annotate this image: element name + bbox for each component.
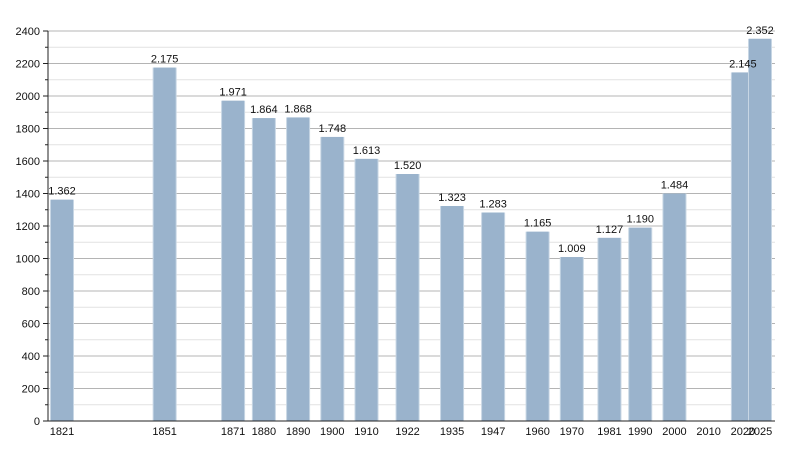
bar: [598, 237, 621, 421]
data-label: 1.748: [319, 123, 347, 135]
data-label: 1.323: [438, 192, 466, 204]
y-tick-label: 1000: [16, 254, 40, 266]
data-label: 1.190: [626, 214, 654, 226]
data-label: 2.352: [746, 25, 774, 37]
y-tick-label: 600: [22, 319, 40, 331]
bar: [51, 199, 73, 421]
y-tick-label: 800: [22, 286, 40, 298]
data-label: 1.362: [48, 186, 76, 198]
y-tick-label: 2000: [16, 91, 40, 103]
x-tick-label: 1922: [395, 426, 419, 438]
data-label: 2.145: [729, 58, 757, 70]
data-label: 1.283: [479, 199, 507, 211]
x-tick-label: 2025: [748, 426, 772, 438]
data-label: 1.484: [661, 180, 689, 192]
x-tick-label: 2000: [662, 426, 686, 438]
y-tick-label: 2400: [16, 26, 40, 38]
y-tick-label: 200: [22, 384, 40, 396]
x-tick-label: 1960: [525, 426, 549, 438]
y-tick-label: 2200: [16, 59, 40, 71]
data-label: 1.868: [284, 103, 312, 115]
bar: [749, 38, 771, 422]
bars: [50, 38, 772, 422]
y-tick-label: 1800: [16, 124, 40, 136]
x-tick-label: 1947: [481, 426, 505, 438]
bar: [222, 100, 245, 422]
bar: [355, 158, 378, 421]
x-tick-labels: 1821 1851 1871 1880 1890 1900 1910 1922 1935 1947…: [50, 426, 772, 438]
bar: [287, 117, 310, 421]
bar: [663, 193, 686, 421]
bar: [396, 174, 419, 421]
x-tick-label: 1900: [320, 426, 344, 438]
x-tick-label: 1910: [354, 426, 378, 438]
x-tick-label: 1981: [597, 426, 621, 438]
y-tick-label: 0: [34, 416, 40, 428]
x-tick-label: 1990: [628, 426, 652, 438]
x-tick-label: 1851: [152, 426, 176, 438]
y-tick-label: 1400: [16, 189, 40, 201]
data-label: 1.009: [558, 243, 586, 255]
data-label: 1.971: [219, 87, 247, 99]
bar: [321, 136, 344, 421]
bar: [526, 231, 549, 421]
x-tick-label: 2010: [696, 426, 720, 438]
y-tick-labels: 0 200 400 600 800 1000 1200 1400 1600 1800 2000 220…: [16, 26, 40, 428]
x-tick-label: 2020: [731, 426, 755, 438]
y-tick-label: 1200: [16, 221, 40, 233]
x-tick-label: 1880: [252, 426, 276, 438]
bar: [441, 206, 464, 421]
data-label: 1.165: [524, 218, 552, 230]
bar: [560, 257, 583, 421]
data-label: 1.613: [353, 145, 381, 157]
bar: [482, 212, 505, 421]
bar: [629, 227, 652, 421]
x-tick-label: 1890: [286, 426, 310, 438]
y-tick-label: 400: [22, 351, 40, 363]
x-tick-label: 1935: [440, 426, 464, 438]
bar: [252, 118, 275, 421]
x-tick-label: 1970: [560, 426, 584, 438]
bar: [153, 67, 176, 421]
y-tick-label: 1600: [16, 156, 40, 168]
x-tick-label: 1871: [221, 426, 245, 438]
data-label: 1.127: [596, 224, 624, 236]
x-tick-label: 1821: [50, 426, 74, 438]
data-label: 1.520: [394, 160, 422, 172]
data-label: 2.175: [151, 54, 179, 66]
data-label: 1.864: [250, 104, 278, 116]
axes: [43, 30, 775, 422]
